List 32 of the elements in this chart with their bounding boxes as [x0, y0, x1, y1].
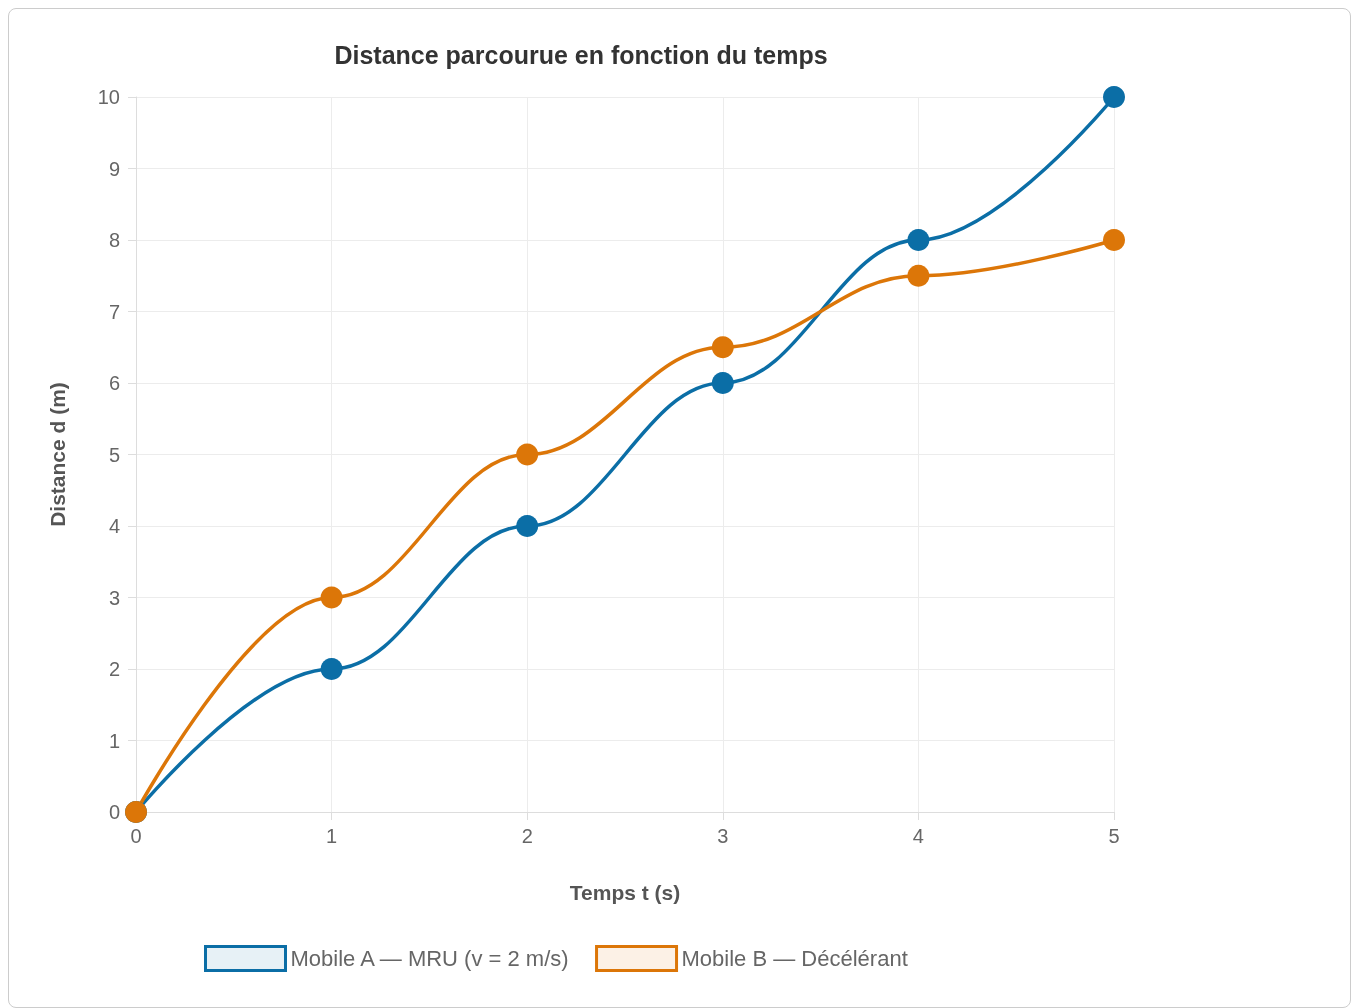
x-axis-title: Temps t (s) — [569, 881, 681, 904]
y-tick-label: 2 — [108, 658, 120, 680]
y-tick-label: 0 — [108, 801, 120, 823]
x-tick-label: 2 — [521, 825, 533, 847]
point — [516, 515, 539, 537]
x-tick-label: 1 — [326, 825, 338, 847]
y-tick-label: 6 — [108, 372, 120, 394]
y-tick-label: 1 — [108, 729, 120, 752]
point — [1103, 86, 1125, 108]
y-tick-label: 9 — [108, 157, 120, 180]
y-tick-label: 8 — [108, 229, 120, 251]
y-tick-label: 7 — [108, 300, 120, 323]
point — [320, 586, 343, 609]
point — [907, 264, 930, 287]
y-axis-title: Distance d (m) — [46, 382, 69, 527]
chart-title: Distance parcourue en fonction du temps — [334, 40, 828, 69]
x-tick-label: 0 — [130, 825, 142, 847]
y-tick-label: 3 — [108, 586, 120, 609]
x-tick-label: 4 — [912, 825, 924, 847]
x-tick-label: 3 — [717, 825, 729, 847]
point — [907, 229, 930, 251]
legend-label: Mobile A — MRU (v = 2 m/s) — [290, 946, 569, 971]
legend-label: Mobile B — Décélérant — [681, 946, 908, 971]
point — [516, 443, 539, 466]
point — [320, 658, 343, 680]
point — [1103, 229, 1125, 251]
point — [711, 336, 734, 359]
y-tick-label: 4 — [108, 515, 120, 537]
point — [711, 372, 734, 394]
y-tick-label: 5 — [108, 443, 120, 466]
x-tick-label: 5 — [1108, 825, 1120, 847]
y-tick-label: 10 — [97, 86, 120, 108]
